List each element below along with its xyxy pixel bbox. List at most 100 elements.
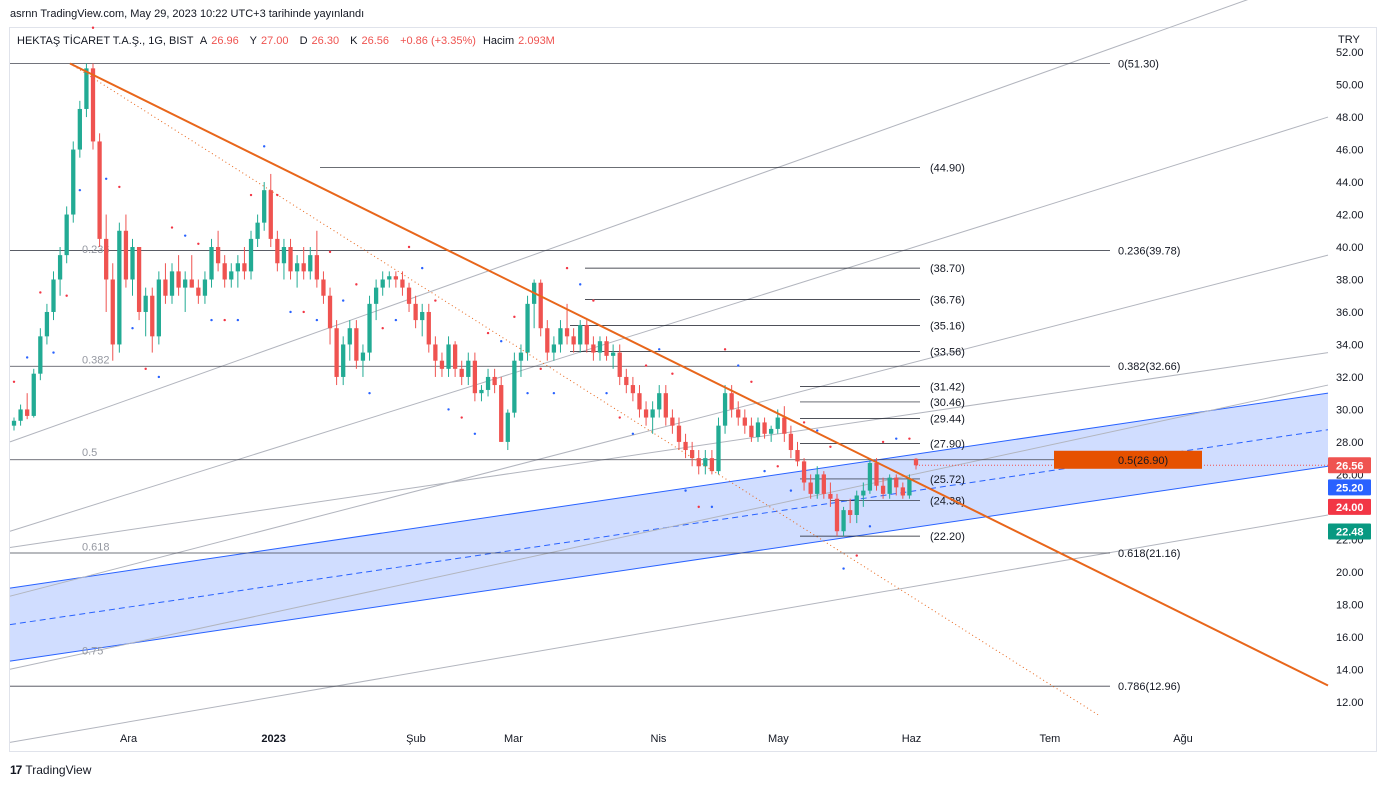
candle-body-58: [393, 276, 399, 280]
publish-line: asrnn TradingView.com, May 29, 2023 10:2…: [10, 8, 365, 20]
candle-body-70: [472, 360, 478, 394]
left-fib-label-4: 0.75: [82, 645, 103, 657]
sar-dot-14: [197, 242, 200, 245]
sar-dot-8: [118, 185, 121, 189]
tradingview-logo-icon: 17: [10, 763, 22, 777]
sar-dot-27: [368, 391, 371, 395]
sar-dot-34: [460, 416, 463, 419]
candle-body-85: [571, 336, 576, 345]
sar-dot-50: [671, 372, 674, 375]
candle-body-3: [31, 373, 36, 416]
sar-dot-55: [737, 364, 740, 367]
candle-body-97: [650, 409, 655, 418]
candle-body-22: [156, 279, 161, 337]
candle-body-109: [729, 393, 734, 410]
sar-dot-16: [223, 318, 226, 322]
candle-body-96: [643, 409, 649, 418]
level-label-4: (33.56): [930, 347, 965, 359]
candle-body-4: [38, 336, 43, 374]
sar-dot-43: [579, 283, 582, 286]
y-tick-3: 18.00: [1336, 599, 1364, 611]
y-tick-11: 34.00: [1336, 339, 1364, 351]
candle-body-7: [57, 255, 63, 280]
candle-body-116: [775, 417, 780, 429]
y-tick-10: 32.00: [1336, 372, 1364, 384]
sar-dot-15: [210, 318, 213, 322]
candle-body-35: [242, 263, 247, 272]
fib-highlight-label: 0.5(26.90): [1118, 455, 1168, 467]
candle-body-53: [360, 352, 366, 361]
sar-dot-22: [302, 310, 305, 314]
candle-body-14: [104, 238, 109, 280]
candle-body-2: [25, 409, 30, 416]
sar-dot-40: [539, 367, 542, 371]
candle-body-40: [275, 238, 280, 264]
candle-body-112: [749, 425, 754, 438]
candle-body-122: [815, 474, 820, 494]
candle-body-18: [130, 247, 135, 280]
high-value: 27.00: [261, 35, 289, 47]
chart-frame[interactable]: [9, 27, 1377, 752]
candle-body-10: [77, 108, 82, 150]
sar-dot-59: [789, 489, 793, 492]
candle-body-33: [229, 271, 234, 280]
candle-body-28: [196, 287, 201, 296]
left-fib-label-3: 0.618: [82, 541, 110, 553]
sar-dot-13: [183, 234, 187, 237]
level-label-0: (44.90): [930, 162, 965, 174]
candle-body-87: [584, 324, 589, 345]
candle-body-117: [782, 417, 787, 434]
candle-body-48: [327, 295, 333, 329]
close-value: 26.56: [361, 35, 390, 47]
price-badge-0: [1328, 457, 1371, 474]
currency-label[interactable]: TRY: [1338, 34, 1360, 46]
candle-body-71: [479, 389, 484, 394]
y-tick-13: 38.00: [1336, 274, 1364, 286]
candle-body-98: [657, 393, 662, 410]
sar-dot-9: [131, 327, 134, 330]
level-label-3: (35.16): [930, 321, 965, 333]
y-tick-19: 50.00: [1336, 80, 1364, 92]
y-tick-12: 36.00: [1336, 307, 1364, 319]
candle-body-102: [683, 441, 688, 451]
candle-body-60: [406, 287, 412, 304]
candle-body-34: [235, 263, 240, 272]
fan-line-2: [9, 254, 1329, 597]
candle-body-124: [828, 493, 833, 499]
candle-body-1: [18, 409, 23, 421]
candle-body-133: [887, 477, 892, 494]
candle-body-114: [762, 422, 767, 434]
sar-dot-60: [802, 421, 806, 424]
candle-body-25: [176, 271, 181, 288]
channel-upper-line: [9, 392, 1329, 589]
candle-body-64: [433, 344, 438, 361]
candle-body-126: [841, 510, 846, 532]
candle-body-68: [459, 368, 464, 377]
sar-dot-18: [249, 193, 253, 197]
candle-body-115: [769, 428, 774, 434]
price-badge-label-1: 25.20: [1336, 482, 1364, 494]
sar-dot-10: [144, 367, 147, 371]
candle-body-86: [578, 324, 583, 345]
sar-dot-42: [565, 266, 569, 270]
level-label-5: (31.42): [930, 381, 965, 393]
candle-body-44: [301, 263, 306, 272]
candle-body-92: [617, 352, 622, 377]
candle-body-36: [248, 238, 254, 272]
fib-label-4: 0.618(21.16): [1118, 548, 1180, 560]
candle-body-135: [900, 487, 905, 496]
x-tick-4: Nis: [651, 733, 667, 745]
sar-dot-58: [776, 465, 779, 468]
fan-line-5: [9, 352, 1329, 548]
y-tick-20: 52.00: [1336, 47, 1364, 59]
sar-dot-38: [513, 315, 516, 319]
candle-body-23: [163, 279, 168, 296]
candle-body-57: [387, 276, 392, 280]
sar-dot-31: [421, 266, 424, 270]
candle-body-137: [913, 458, 919, 466]
symbol-name[interactable]: HEKTAŞ TİCARET T.A.Ş., 1G, BIST: [17, 35, 194, 47]
y-tick-4: 20.00: [1336, 567, 1364, 579]
x-tick-3: Mar: [504, 733, 523, 745]
candle-body-12: [90, 68, 96, 142]
